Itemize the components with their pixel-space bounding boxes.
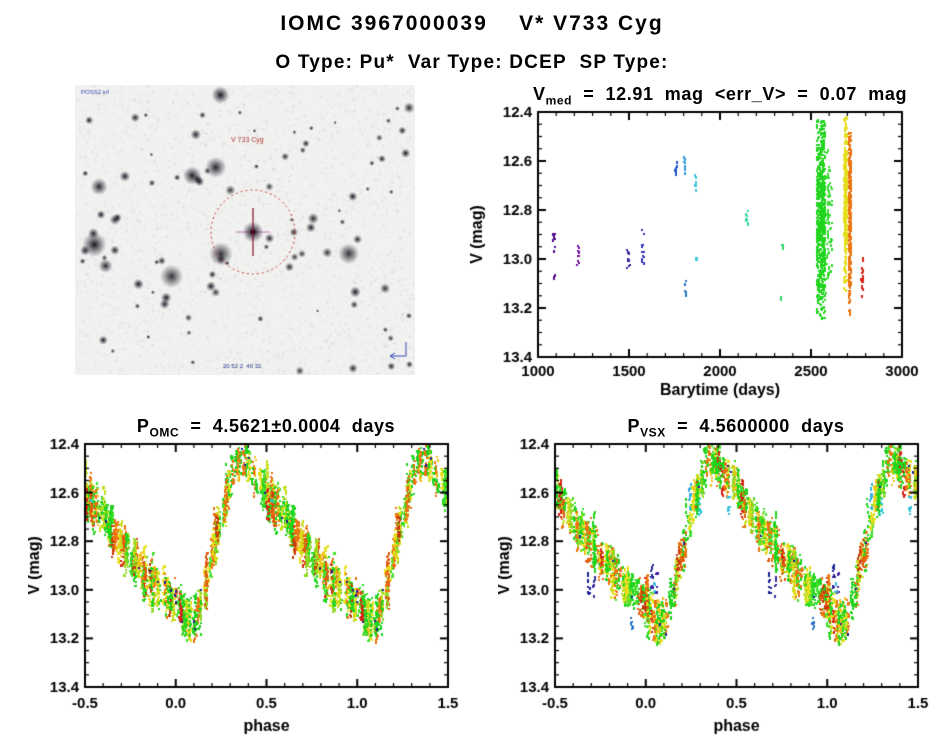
barytime-lightcurve-canvas: [468, 106, 944, 406]
vsx-phase-curve-canvas: [498, 438, 934, 746]
barytime-plot-block: Vmed = 12.91 mag <err_V> = 0.07 mag: [468, 82, 944, 406]
pomc-value-text: = 4.5621±0.0004 days: [179, 416, 396, 436]
omc-phase-plot-block: POMC = 4.5621±0.0004 days: [28, 414, 464, 746]
vmed-subscript: med: [545, 93, 573, 108]
vsx-phase-plot-title: PVSX = 4.5600000 days: [518, 414, 944, 440]
page-subtitle: O Type: Pu* Var Type: DCEP SP Type:: [275, 52, 669, 73]
vsx-phase-plot-block: PVSX = 4.5600000 days: [498, 414, 934, 746]
finder-chart-block: [75, 85, 415, 375]
barytime-plot-title: Vmed = 12.91 mag <err_V> = 0.07 mag: [482, 82, 944, 108]
page-title: IOMC 3967000039 V* V733 Cyg: [280, 12, 664, 35]
pomc-subscript: OMC: [149, 425, 180, 440]
pvsx-symbol: P: [627, 416, 641, 436]
omc-phase-plot-title: POMC = 4.5621±0.0004 days: [48, 414, 484, 440]
pomc-symbol: P: [136, 416, 150, 436]
pvsx-value-text: = 4.5600000 days: [665, 416, 845, 436]
vmed-symbol: V: [532, 84, 546, 104]
finder-chart-image: [75, 85, 415, 375]
pvsx-subscript: VSX: [640, 425, 666, 440]
vmed-value-text: = 12.91 mag <err_V> = 0.07 mag: [572, 84, 908, 104]
omc-phase-curve-canvas: [28, 438, 464, 746]
